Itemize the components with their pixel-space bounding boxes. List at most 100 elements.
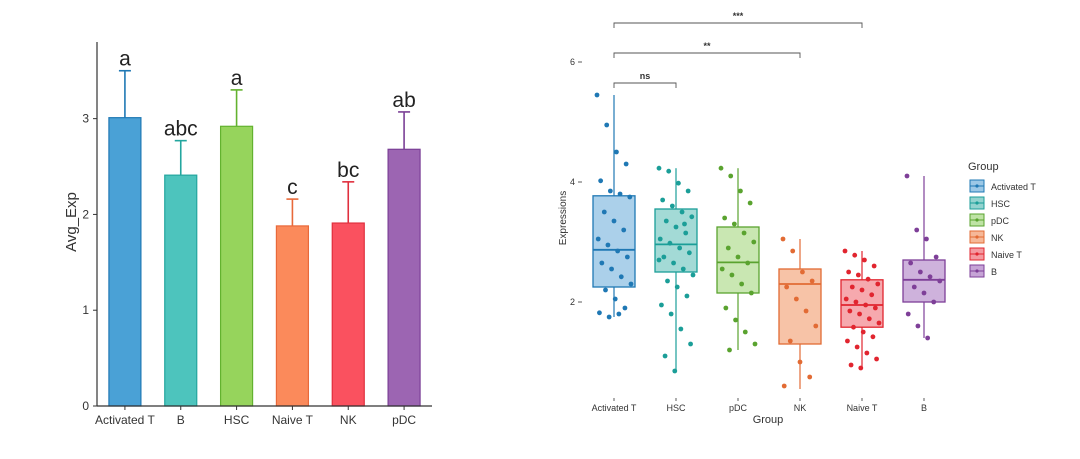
data-point-0-18	[628, 281, 634, 287]
legend-label-4: Naive T	[991, 250, 1022, 260]
data-point-0-0	[594, 92, 600, 98]
legend-label-3: NK	[991, 233, 1004, 243]
legend-swatch-dot-2	[975, 218, 979, 222]
data-point-0-15	[599, 260, 605, 266]
data-point-3-9	[797, 359, 803, 365]
data-point-4-20	[860, 329, 866, 335]
data-point-0-4	[598, 178, 604, 184]
data-point-1-14	[686, 250, 692, 256]
data-point-2-11	[719, 266, 725, 272]
y-tick-label-0: 0	[82, 399, 89, 413]
x-tick-label-0: Activated T	[592, 403, 637, 413]
data-point-4-14	[872, 305, 878, 311]
data-point-1-8	[663, 218, 669, 224]
data-point-0-7	[627, 194, 633, 200]
data-point-1-19	[665, 278, 670, 284]
data-point-1-27	[672, 368, 678, 374]
data-point-1-6	[679, 209, 685, 215]
data-point-4-4	[846, 269, 852, 275]
data-point-1-9	[673, 224, 679, 230]
box-4	[840, 279, 884, 328]
box-2	[716, 226, 760, 294]
data-point-5-4	[908, 260, 914, 266]
significance-letter-1: abc	[164, 118, 198, 141]
data-point-2-17	[742, 329, 748, 335]
data-point-2-19	[727, 347, 732, 353]
data-point-5-0	[904, 173, 910, 179]
data-point-2-16	[733, 317, 738, 323]
data-point-2-1	[728, 173, 734, 179]
data-point-3-11	[781, 383, 787, 389]
data-point-5-2	[924, 236, 929, 242]
x-tick-label-2: HSC	[224, 413, 250, 427]
data-point-1-22	[659, 302, 664, 308]
data-point-1-24	[678, 326, 684, 332]
data-point-2-8	[725, 245, 731, 251]
data-point-5-7	[937, 278, 943, 284]
data-point-0-12	[605, 242, 611, 248]
y-tick-label-1: 1	[82, 303, 89, 317]
comparison-label-2: ***	[733, 11, 744, 21]
x-axis-label: Group	[753, 414, 784, 426]
bar-0	[108, 117, 142, 407]
data-point-0-21	[622, 305, 628, 311]
legend-swatch-dot-5	[975, 269, 979, 273]
data-point-3-1	[790, 248, 796, 254]
bar-1	[164, 174, 198, 407]
data-point-1-10	[683, 230, 689, 236]
data-point-0-6	[617, 191, 623, 197]
y-tick-label-2: 2	[570, 297, 575, 307]
legend: Group Activated T HSC pDC NK Naive T B	[968, 161, 1036, 278]
data-point-5-5	[917, 269, 923, 275]
data-point-3-8	[787, 338, 793, 344]
data-point-0-13	[615, 248, 621, 254]
x-tick-label-4: NK	[340, 413, 357, 427]
data-point-1-20	[674, 284, 680, 290]
data-point-1-1	[666, 168, 672, 174]
data-point-5-11	[905, 311, 911, 317]
data-point-4-2	[862, 257, 867, 263]
data-point-1-0	[656, 165, 662, 171]
data-point-1-18	[690, 272, 696, 278]
data-point-5-3	[933, 254, 939, 260]
legend-label-2: pDC	[991, 216, 1010, 226]
data-point-1-28	[682, 221, 687, 227]
data-point-2-13	[739, 281, 745, 287]
x-tick-label-4: Naive T	[847, 403, 878, 413]
data-point-4-11	[843, 296, 849, 302]
data-point-3-0	[780, 236, 786, 242]
data-point-3-3	[809, 278, 815, 284]
data-point-4-1	[852, 252, 858, 258]
x-tick-label-5: B	[921, 403, 927, 413]
data-point-5-10	[931, 299, 937, 305]
data-point-4-24	[864, 350, 870, 356]
bar-2	[219, 125, 254, 407]
data-point-1-11	[657, 236, 663, 242]
data-point-4-17	[866, 316, 872, 322]
comparison-label-0: ns	[640, 71, 651, 81]
data-point-4-23	[854, 344, 860, 350]
data-point-5-1	[914, 227, 920, 233]
data-point-1-16	[671, 260, 676, 266]
data-point-2-3	[747, 200, 753, 206]
data-point-1-7	[689, 214, 695, 220]
legend-label-1: HSC	[991, 199, 1011, 209]
x-tick-label-1: HSC	[666, 403, 686, 413]
data-point-0-16	[609, 266, 614, 272]
data-point-1-5	[669, 203, 675, 209]
data-point-0-2	[614, 149, 619, 155]
data-point-2-12	[729, 272, 735, 278]
data-point-4-6	[865, 276, 871, 282]
comparison-brackets: ns*****	[613, 11, 863, 88]
data-point-1-3	[685, 188, 691, 194]
significance-letter-2: a	[231, 67, 243, 90]
y-axis-label: Expressions	[558, 191, 569, 245]
data-point-1-23	[668, 311, 674, 317]
comparison-bracket-0	[613, 82, 677, 88]
data-point-4-7	[875, 281, 881, 287]
data-point-0-23	[606, 314, 612, 320]
bars: a abc a c bc ab	[108, 48, 421, 407]
data-point-5-9	[921, 290, 927, 296]
data-point-3-7	[813, 323, 819, 329]
